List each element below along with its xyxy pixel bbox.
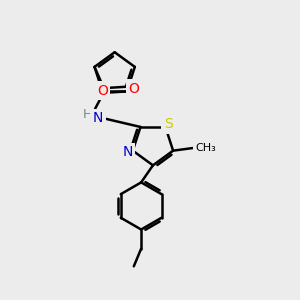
Text: O: O — [128, 82, 139, 96]
Text: O: O — [97, 84, 108, 98]
Text: N: N — [122, 145, 133, 159]
Text: H: H — [82, 107, 92, 121]
Text: CH₃: CH₃ — [195, 143, 216, 153]
Text: S: S — [164, 117, 173, 131]
Text: N: N — [93, 111, 103, 125]
